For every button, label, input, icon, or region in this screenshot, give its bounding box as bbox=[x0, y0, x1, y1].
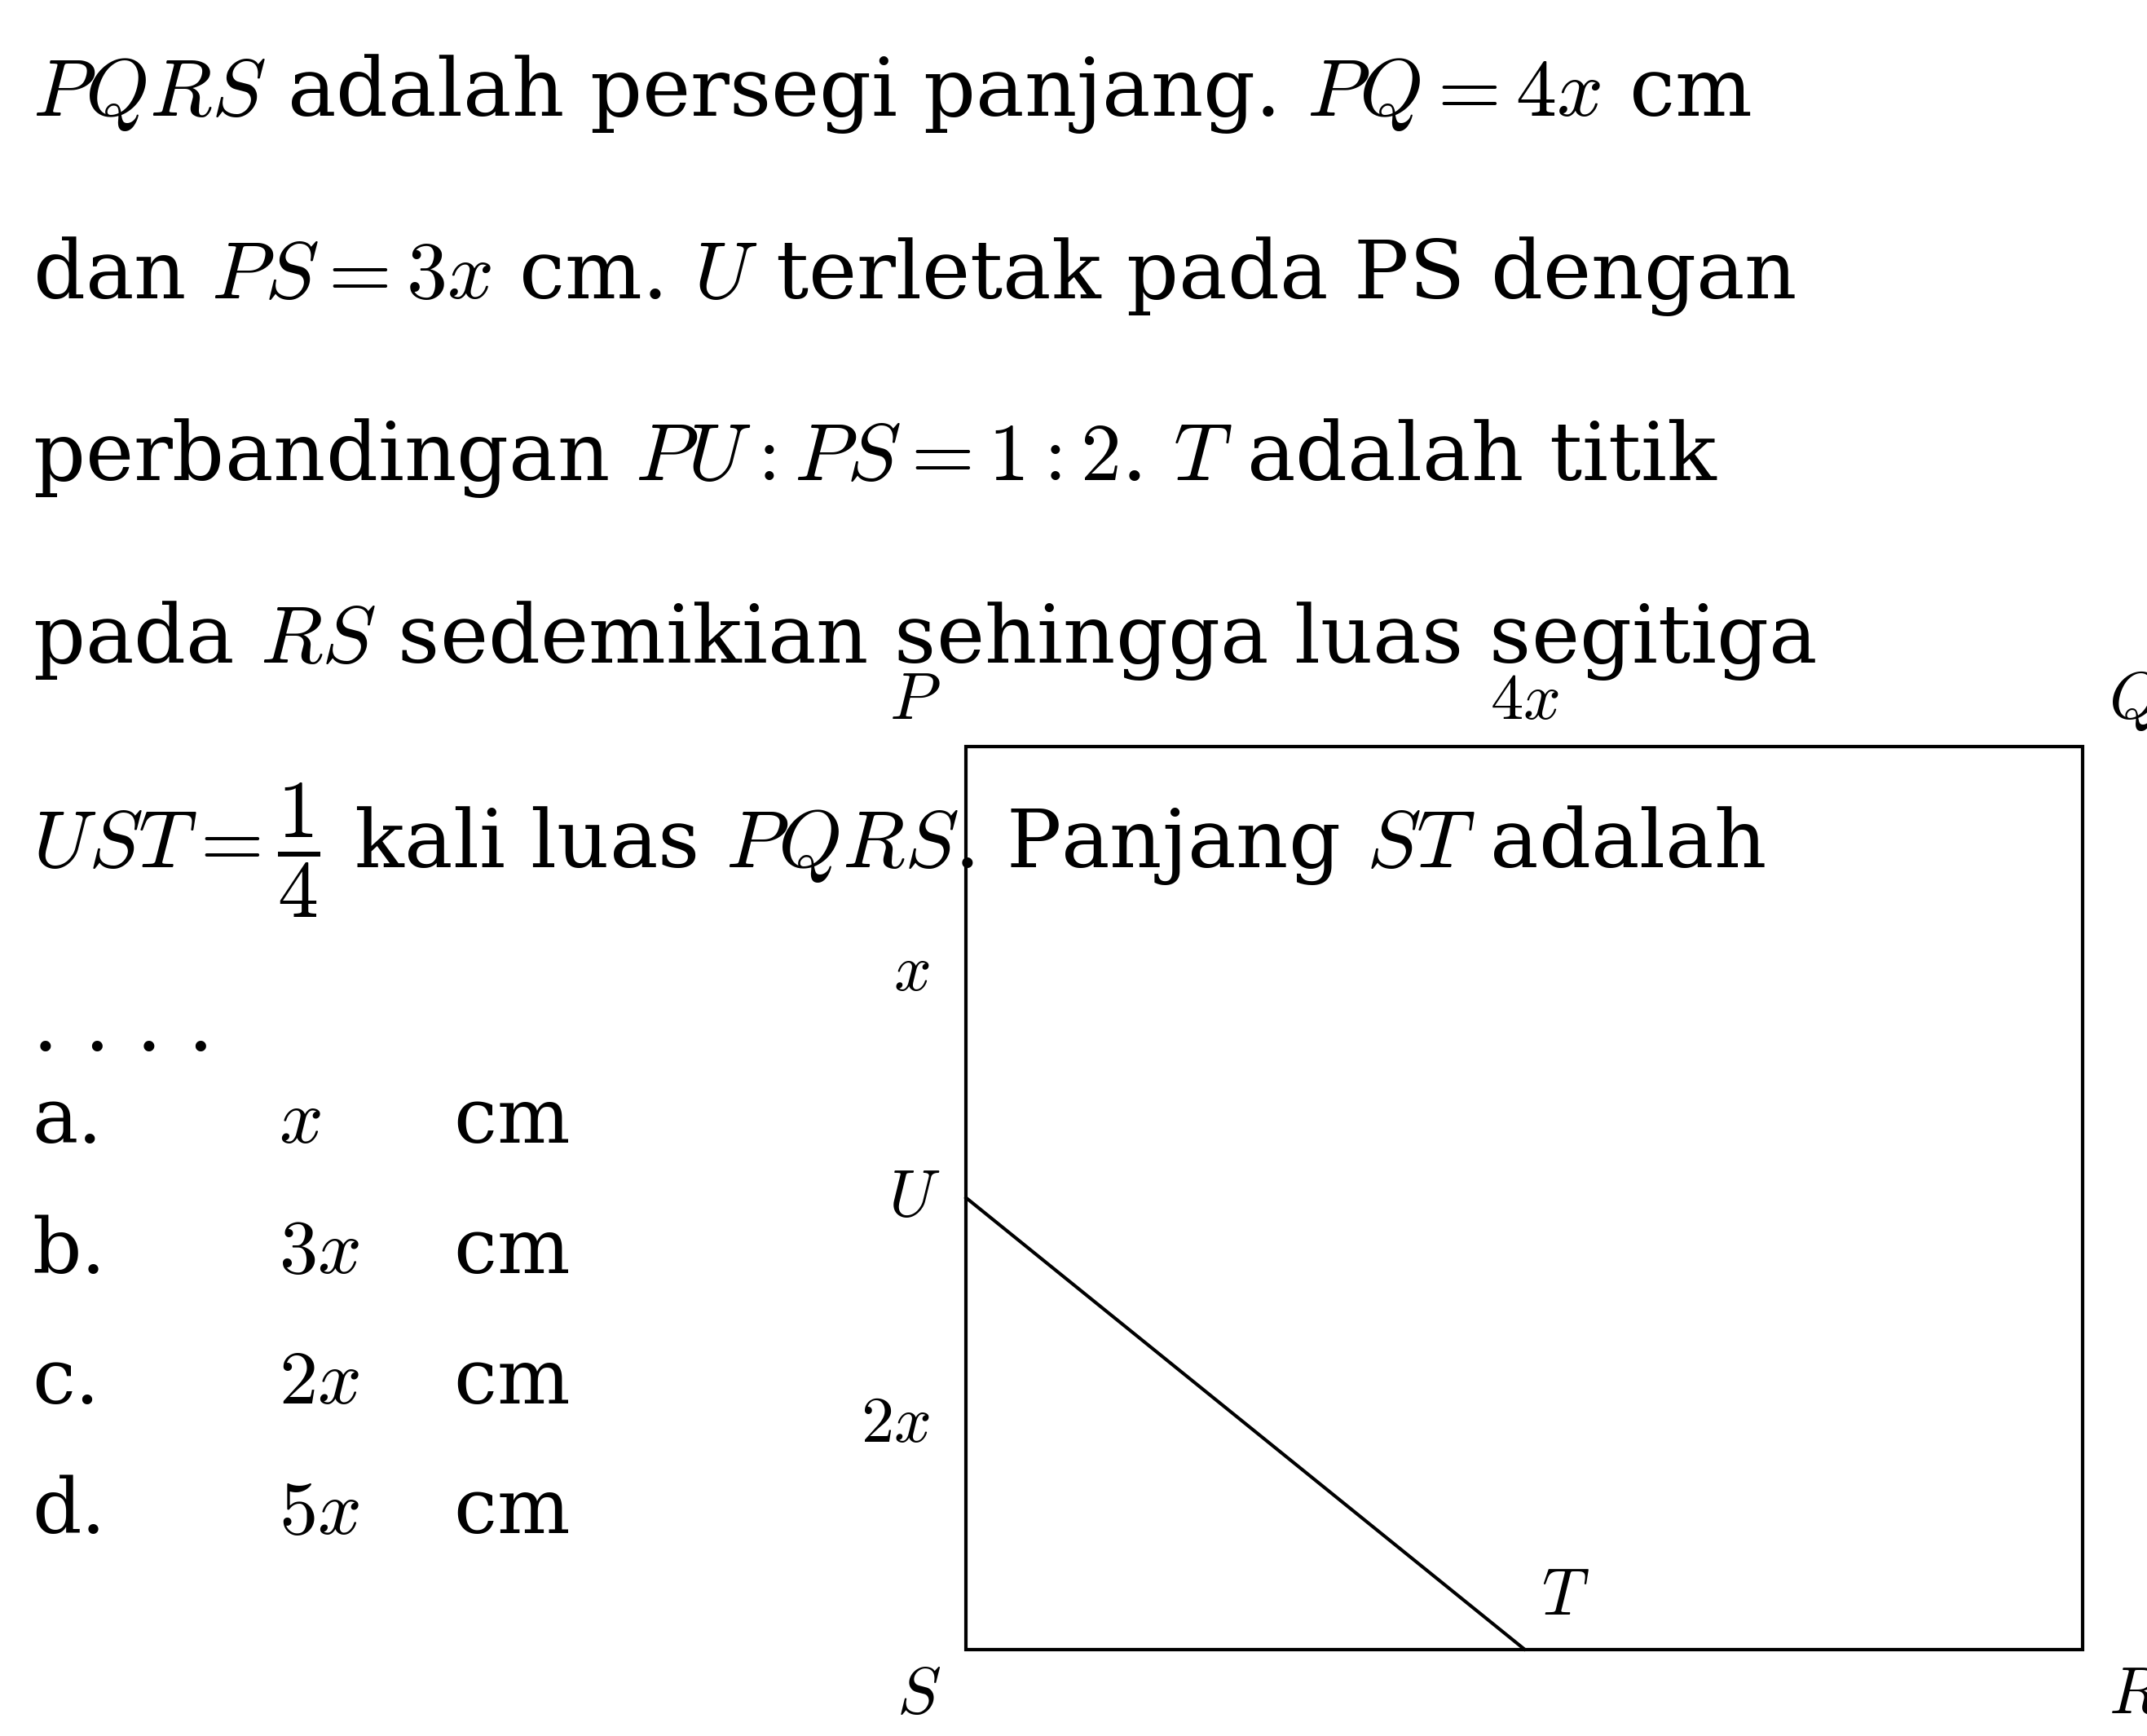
Text: $2x$: $2x$ bbox=[279, 1345, 361, 1418]
Text: b.: b. bbox=[32, 1215, 105, 1288]
Text: dan $PS = 3x$ cm. $U$ terletak pada PS dengan: dan $PS = 3x$ cm. $U$ terletak pada PS d… bbox=[32, 234, 1795, 318]
Text: $P$: $P$ bbox=[889, 668, 940, 733]
Text: $x$: $x$ bbox=[279, 1085, 322, 1158]
Text: $PQRS$ adalah persegi panjang. $PQ = 4x$ cm: $PQRS$ adalah persegi panjang. $PQ = 4x$… bbox=[32, 52, 1750, 135]
Text: $U$: $U$ bbox=[889, 1167, 940, 1229]
Text: a.: a. bbox=[32, 1085, 103, 1158]
Text: cm: cm bbox=[429, 1345, 571, 1418]
Text: $2x$: $2x$ bbox=[861, 1392, 930, 1455]
Text: $S$: $S$ bbox=[895, 1663, 940, 1727]
Text: cm: cm bbox=[429, 1215, 571, 1288]
Text: cm: cm bbox=[429, 1476, 571, 1549]
Text: $3x$: $3x$ bbox=[279, 1215, 361, 1288]
Text: $UST = \dfrac{1}{4}$ kali luas $PQRS$. Panjang $ST$ adalah: $UST = \dfrac{1}{4}$ kali luas $PQRS$. P… bbox=[32, 781, 1765, 918]
Text: . . . .: . . . . bbox=[32, 990, 213, 1068]
Text: d.: d. bbox=[32, 1476, 105, 1549]
Text: $5x$: $5x$ bbox=[279, 1476, 361, 1549]
Text: $R$: $R$ bbox=[2108, 1663, 2147, 1727]
Text: pada $RS$ sedemikian sehingga luas segitiga: pada $RS$ sedemikian sehingga luas segit… bbox=[32, 599, 1816, 682]
Bar bbox=[966, 746, 2083, 1649]
Text: c.: c. bbox=[32, 1345, 101, 1418]
Text: perbandingan $PU : PS = 1 : 2$. $T$ adalah titik: perbandingan $PU : PS = 1 : 2$. $T$ adal… bbox=[32, 417, 1718, 500]
Text: cm: cm bbox=[429, 1085, 571, 1158]
Text: $Q$: $Q$ bbox=[2108, 668, 2147, 733]
Text: $x$: $x$ bbox=[893, 941, 930, 1003]
Text: $4x$: $4x$ bbox=[1490, 668, 1559, 733]
Text: $T$: $T$ bbox=[1542, 1564, 1589, 1628]
